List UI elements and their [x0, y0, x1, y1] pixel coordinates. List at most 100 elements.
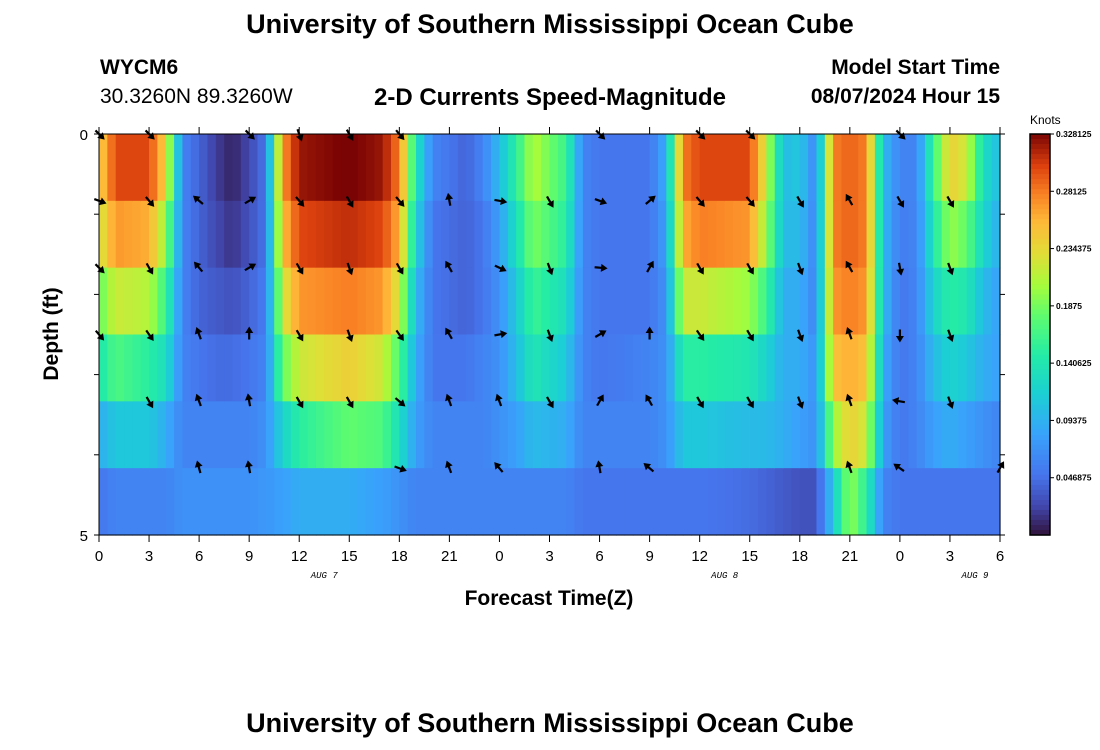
heatmap-cell	[833, 401, 843, 469]
heatmap-cell	[315, 267, 325, 336]
heatmap-cell	[657, 334, 667, 402]
heatmap-cell	[958, 267, 968, 336]
heatmap-cell	[733, 134, 742, 202]
colorbar-segment	[1030, 144, 1050, 150]
heatmap-cell	[149, 200, 158, 269]
heatmap-cell	[232, 267, 242, 336]
heatmap-cell	[699, 267, 709, 336]
current-arrow	[594, 197, 608, 206]
colorbar-segment	[1030, 139, 1050, 145]
heatmap-cell	[457, 134, 467, 202]
heatmap-cell	[949, 134, 959, 202]
colorbar-segment	[1030, 379, 1050, 386]
heatmap-cell	[274, 401, 284, 469]
heatmap-cell	[499, 200, 509, 269]
colorbar-segment	[1030, 204, 1050, 210]
heatmap-cell	[315, 134, 325, 202]
heatmap-cell	[265, 401, 275, 469]
heatmap-cell	[249, 401, 259, 469]
current-arrow	[595, 460, 604, 474]
heatmap-cell	[124, 468, 133, 536]
heatmap-cell	[157, 267, 167, 336]
date-label: AUG 9	[960, 571, 989, 581]
current-arrow	[346, 262, 354, 276]
colorbar-segment	[1030, 234, 1050, 240]
colorbar-segment	[1030, 209, 1050, 215]
heatmap-cell	[941, 468, 951, 536]
heatmap-cell	[849, 134, 859, 202]
x-tick-label: 3	[946, 548, 954, 565]
heatmap-cell	[974, 134, 984, 202]
heatmap-cell	[599, 468, 609, 536]
heatmap-cell	[157, 401, 167, 469]
current-arrow	[244, 196, 257, 205]
heatmap-cell	[240, 468, 250, 536]
heatmap-cell	[299, 134, 309, 202]
heatmap-cell	[674, 134, 684, 202]
heatmap-cell	[466, 468, 476, 536]
current-arrow	[845, 193, 854, 206]
colorbar-segment	[1030, 134, 1050, 140]
heatmap-cell	[991, 200, 1001, 269]
heatmap-cell	[182, 200, 192, 269]
heatmap-cell	[716, 134, 726, 202]
heatmap-cell	[157, 468, 167, 536]
current-arrow	[695, 196, 705, 207]
heatmap-cell	[874, 334, 884, 402]
heatmap-cell	[891, 200, 901, 269]
heatmap-cell	[165, 267, 175, 336]
heatmap-cell	[574, 200, 584, 269]
heatmap-cell	[716, 200, 726, 269]
heatmap-cell	[474, 267, 484, 336]
colorbar-segment	[1030, 359, 1050, 366]
heatmap-cell	[916, 134, 926, 202]
heatmap-cell	[215, 200, 225, 269]
heatmap-cell	[849, 334, 859, 402]
colorbar-segment	[1030, 429, 1050, 436]
heatmap-cell	[983, 200, 993, 269]
heatmap-cell	[265, 200, 275, 269]
heatmap-cell	[432, 134, 442, 202]
heatmap-cell	[224, 134, 234, 202]
heatmap-cell	[774, 200, 784, 269]
heatmap-cell	[616, 200, 626, 269]
heatmap-cell	[899, 134, 909, 202]
current-arrow	[245, 460, 253, 474]
colorbar-segment	[1030, 164, 1050, 170]
heatmap-cell	[941, 401, 951, 469]
heatmap-cell	[808, 401, 818, 469]
heatmap-cell	[107, 334, 117, 402]
heatmap-cell	[824, 468, 834, 536]
heatmap-cell	[557, 134, 567, 202]
heatmap-cell	[107, 468, 117, 536]
current-arrow	[145, 196, 155, 207]
colorbar-segment	[1030, 484, 1050, 491]
heatmap-cell	[299, 401, 309, 469]
heatmap-cell	[841, 334, 851, 402]
heatmap-cell	[140, 334, 150, 402]
heatmap-cell	[766, 334, 776, 402]
heatmap-cells	[99, 134, 1001, 536]
current-arrow	[395, 329, 404, 342]
heatmap-cell	[624, 401, 634, 469]
heatmap-cell	[224, 267, 234, 336]
heatmap-cell	[557, 200, 567, 269]
heatmap-cell	[958, 468, 968, 536]
current-arrow	[394, 464, 407, 473]
heatmap-cell	[908, 200, 918, 269]
current-arrow	[796, 329, 805, 343]
colorbar-segment	[1030, 329, 1050, 336]
current-arrow	[494, 264, 507, 272]
heatmap-cell	[424, 468, 434, 536]
heatmap-cell	[933, 401, 943, 469]
colorbar-segment	[1030, 369, 1050, 376]
current-arrow	[395, 196, 405, 207]
colorbar-tick-label: 0.046875	[1056, 473, 1092, 483]
heatmap-cell	[783, 200, 793, 269]
heatmap-cell	[432, 401, 442, 469]
heatmap-cell	[641, 267, 651, 336]
station-id: WYCM6	[100, 56, 179, 79]
current-arrow	[695, 329, 705, 342]
current-arrow	[193, 261, 204, 273]
x-tick-label: 18	[791, 548, 808, 565]
